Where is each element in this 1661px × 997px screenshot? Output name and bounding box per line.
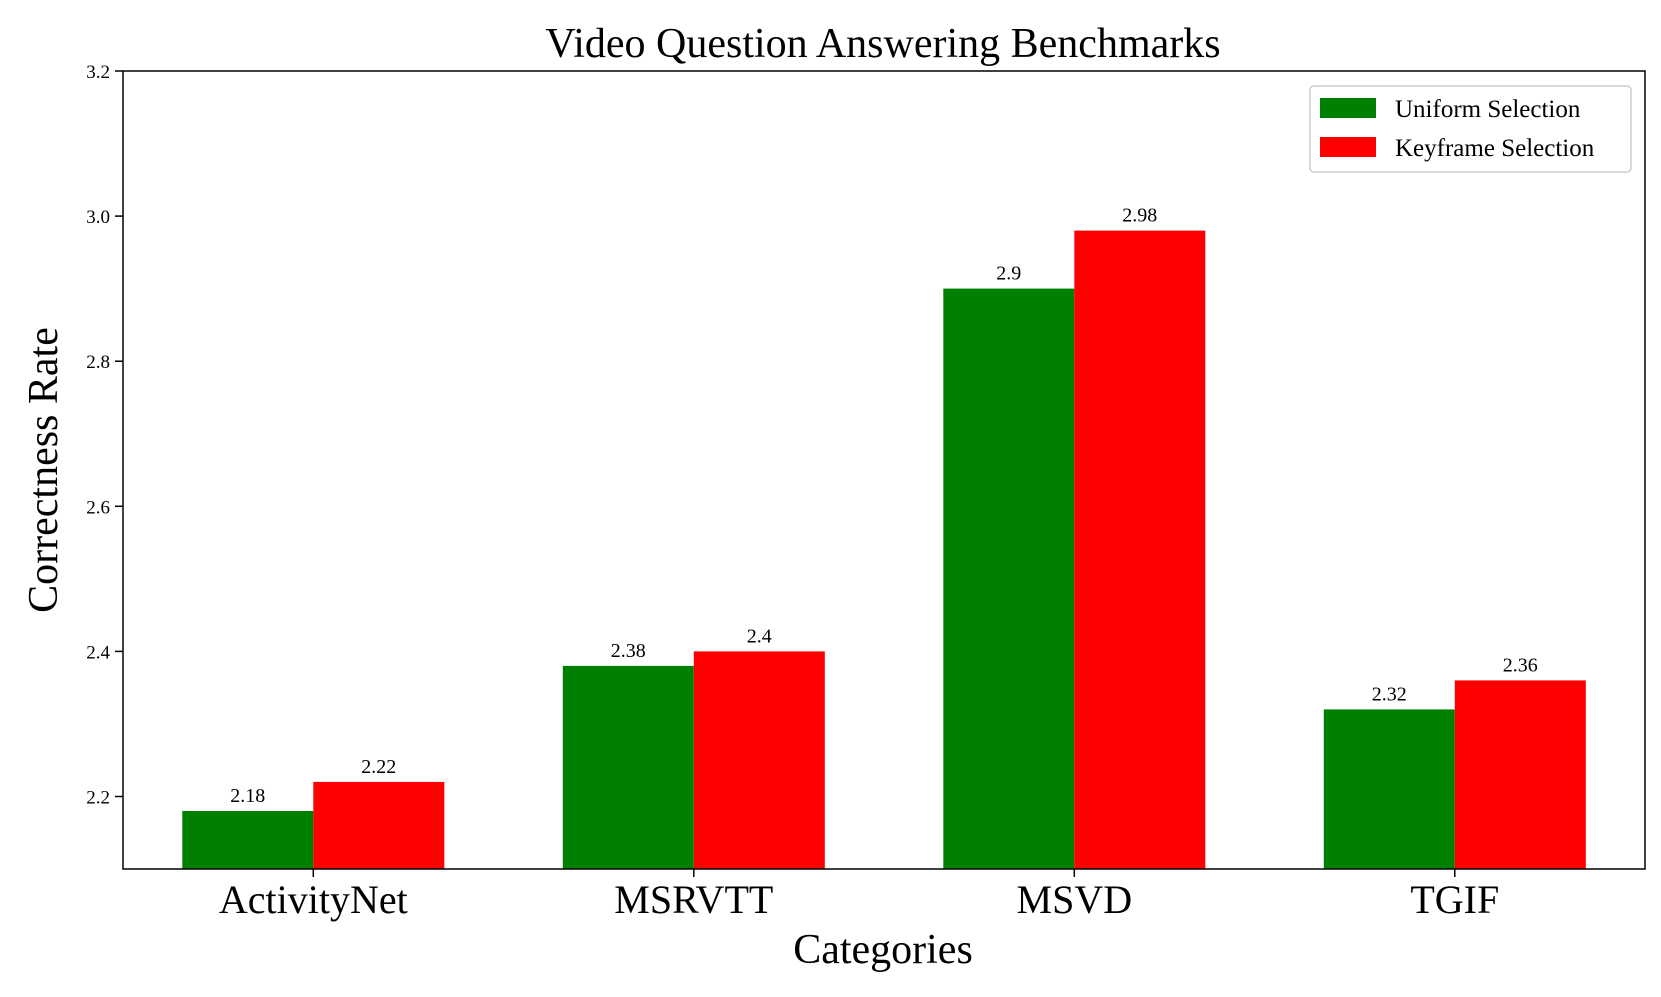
data-label: 2.36 <box>1503 654 1538 676</box>
plot-frame <box>122 70 1646 870</box>
y-tick-label: 2.4 <box>86 642 110 663</box>
chart-title: Video Question Answering Benchmarks <box>545 21 1220 67</box>
bar-tgif-keyframe <box>1454 680 1586 869</box>
x-tick-label: MSRVTT <box>614 877 773 922</box>
x-tick-label: TGIF <box>1410 877 1499 922</box>
data-label: 2.98 <box>1122 205 1157 227</box>
bar-msvd-uniform <box>943 288 1075 870</box>
x-tick-label: MSVD <box>1017 877 1133 922</box>
y-tick-label: 2.8 <box>86 352 110 373</box>
y-tick-label: 3.2 <box>86 62 110 83</box>
data-label: 2.9 <box>996 263 1021 285</box>
legend-label: Uniform Selection <box>1395 96 1581 123</box>
x-tick-label: ActivityNet <box>219 877 408 922</box>
plot-area: 2.18 2.38 2.9 2.32 2.22 2.4 2.98 2.36 2.2 2.4 2.6 2… <box>86 62 1646 922</box>
bar-activitynet-uniform <box>182 811 314 869</box>
y-tick-label: 2.2 <box>86 788 110 809</box>
data-label: 2.22 <box>361 756 396 778</box>
bar-tgif-uniform <box>1323 709 1455 869</box>
bar-msrvtt-uniform <box>562 665 694 869</box>
data-label: 2.32 <box>1372 683 1407 705</box>
legend-label: Keyframe Selection <box>1395 135 1595 162</box>
y-tick-label: 2.6 <box>86 497 110 518</box>
legend-swatch <box>1320 137 1376 157</box>
x-axis-title: Categories <box>793 927 973 973</box>
y-axis-title: Correctness Rate <box>21 327 67 613</box>
bar-activitynet-keyframe <box>313 781 445 869</box>
data-label: 2.18 <box>230 785 265 807</box>
bar-msvd-keyframe <box>1074 230 1206 870</box>
bar-msrvtt-keyframe <box>693 651 825 869</box>
legend-swatch <box>1320 98 1376 118</box>
data-label: 2.4 <box>747 625 772 647</box>
data-label: 2.38 <box>611 640 646 662</box>
legend: Uniform Selection Keyframe Selection <box>1309 85 1632 173</box>
y-tick-label: 3.0 <box>86 207 110 228</box>
legend-box <box>1309 85 1632 173</box>
